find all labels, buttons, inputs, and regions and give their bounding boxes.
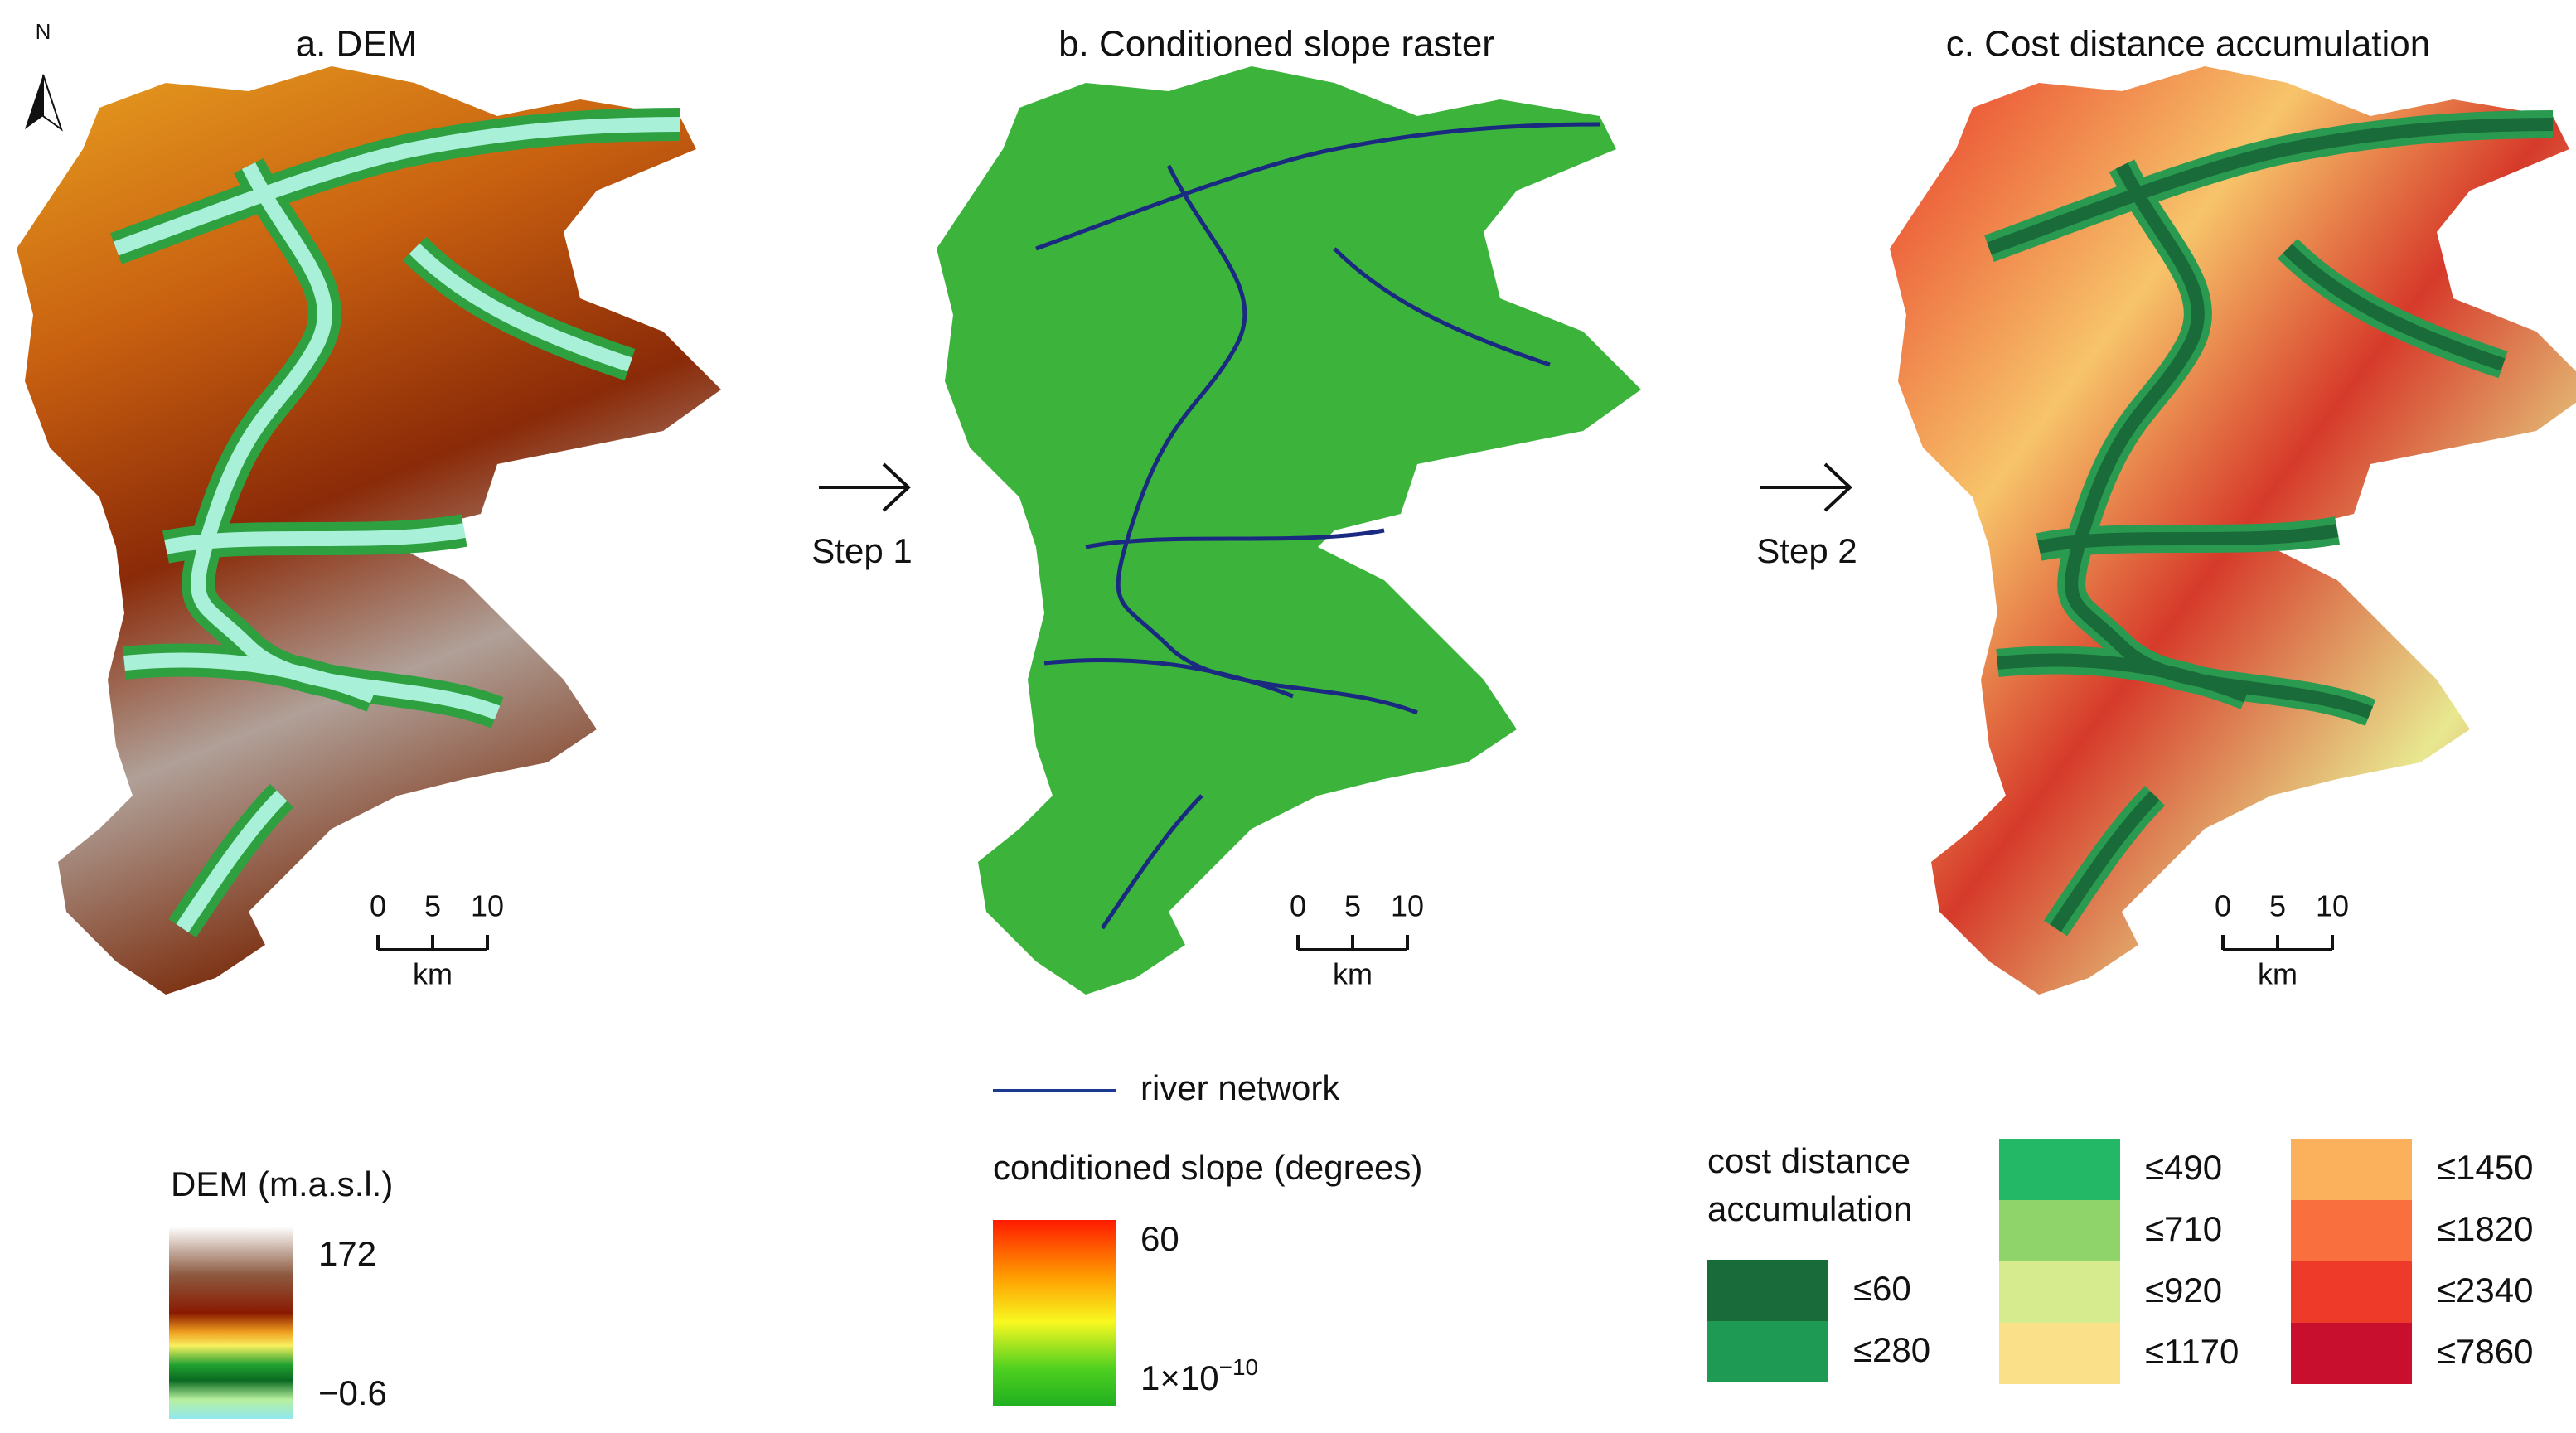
legend-min-base: 1×10	[1140, 1358, 1219, 1397]
cost-class-label: ≤710	[2145, 1209, 2222, 1248]
cost-swatch	[1707, 1321, 1828, 1382]
step-arrow	[819, 462, 1852, 512]
step-label: Step 1	[811, 531, 912, 570]
cost-class-label: ≤920	[2145, 1271, 2222, 1310]
scale-label: 5	[1344, 889, 1361, 923]
legend-label: river network	[1140, 1068, 1340, 1107]
cost-class-label: ≤1450	[2437, 1148, 2533, 1187]
map-cost	[1890, 66, 2576, 995]
scale-label: 0	[2215, 889, 2231, 923]
scale-label: 0	[1290, 889, 1306, 923]
scale-label: 10	[471, 889, 504, 923]
cost-swatch	[1999, 1261, 2120, 1323]
cost-swatch	[1707, 1260, 1828, 1321]
cost-swatch	[2291, 1261, 2412, 1323]
step-label: Step 2	[1756, 531, 1857, 570]
map-dem	[17, 66, 721, 995]
cost-swatch	[1999, 1200, 2120, 1261]
legend-min: −0.6	[318, 1373, 387, 1412]
cost-legend: ≤60 ≤280 ≤490 ≤710 ≤920 ≤1170 ≤1450 ≤1820 ≤2340 ≤…	[1707, 1139, 2533, 1384]
cost-class-label: ≤280	[1853, 1330, 1930, 1369]
dem-colorbar	[169, 1227, 293, 1419]
scale-unit: km	[413, 957, 453, 991]
panel-title: b. Conditioned slope raster	[1058, 24, 1494, 65]
scale-unit: km	[2258, 957, 2298, 991]
slope-colorbar	[993, 1220, 1116, 1406]
north-label: N	[36, 19, 51, 44]
cost-class-label: ≤490	[2145, 1148, 2222, 1187]
cost-swatch	[2291, 1139, 2412, 1200]
scale-bars: 0 5 10 km 0 5 10 km 0 5 10 km	[370, 889, 2349, 991]
legend-title: conditioned slope (degrees)	[993, 1148, 1422, 1187]
cost-class-label: ≤2340	[2437, 1271, 2533, 1310]
cost-class-label: ≤1820	[2437, 1209, 2533, 1248]
legend-min: 1×10−10	[1140, 1354, 1258, 1397]
cost-class-label: ≤1170	[2145, 1332, 2239, 1371]
scale-unit: km	[1333, 957, 1373, 991]
panel-title: a. DEM	[296, 24, 418, 65]
legend-max: 172	[318, 1234, 376, 1273]
scale-label: 5	[424, 889, 441, 923]
scale-label: 5	[2269, 889, 2286, 923]
cost-swatch	[1999, 1323, 2120, 1384]
scale-label: 10	[1391, 889, 1424, 923]
scale-label: 0	[370, 889, 386, 923]
legend-title: DEM (m.a.s.l.)	[171, 1164, 393, 1203]
legend-min-exponent: −10	[1219, 1354, 1259, 1380]
cost-class-label: ≤7860	[2437, 1332, 2533, 1371]
legend-max: 60	[1140, 1219, 1179, 1258]
legend-title: accumulation	[1707, 1189, 1912, 1228]
cost-swatch	[2291, 1323, 2412, 1384]
cost-class-label: ≤60	[1853, 1269, 1911, 1308]
scale-label: 10	[2316, 889, 2349, 923]
map-slope	[937, 66, 1641, 995]
cost-swatch	[1999, 1139, 2120, 1200]
north-arrow	[42, 74, 63, 132]
legend-title: cost distance	[1707, 1141, 1910, 1180]
cost-swatch	[2291, 1200, 2412, 1261]
panel-title: c. Cost distance accumulation	[1946, 24, 2431, 65]
north-arrow	[25, 75, 43, 129]
